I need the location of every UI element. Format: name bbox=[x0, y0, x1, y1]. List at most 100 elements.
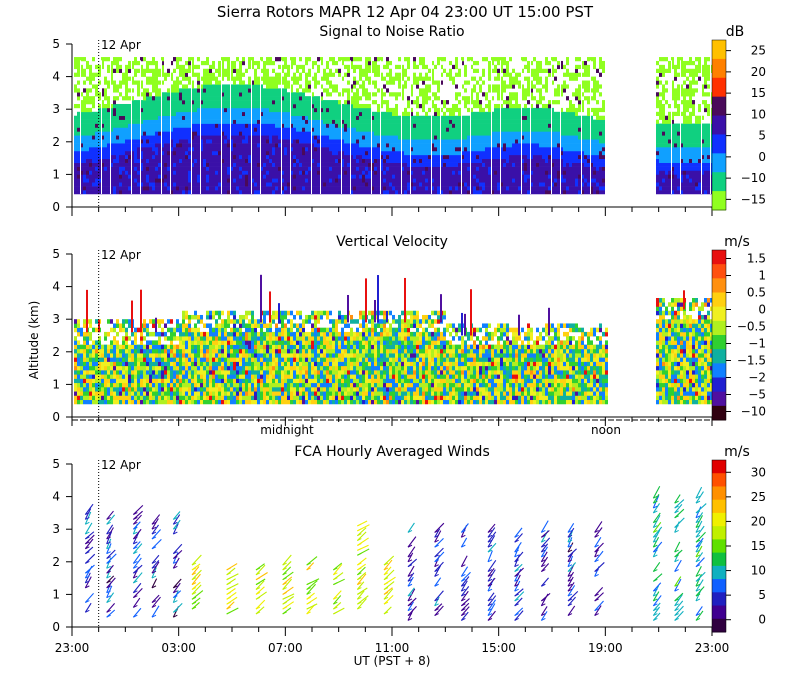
snr-cell bbox=[218, 92, 221, 97]
snr-cell bbox=[77, 186, 80, 191]
snr-cell bbox=[134, 162, 137, 167]
snr-cell bbox=[83, 170, 86, 175]
snr-cell bbox=[164, 150, 167, 156]
snr-cell bbox=[146, 100, 149, 105]
snr-cell bbox=[350, 190, 353, 195]
snr-cell bbox=[383, 174, 386, 179]
snr-cell bbox=[125, 154, 128, 160]
snr-cell bbox=[173, 158, 176, 163]
snr-cell bbox=[206, 80, 209, 85]
snr-cell bbox=[443, 115, 446, 120]
snr-cell bbox=[386, 64, 389, 70]
snr-cell bbox=[278, 135, 281, 140]
snr-cell bbox=[170, 123, 173, 128]
snr-cell bbox=[320, 123, 323, 128]
snr-cell bbox=[407, 174, 410, 179]
snr-cell bbox=[206, 166, 209, 171]
snr-cell bbox=[209, 72, 212, 77]
snr-cell bbox=[479, 166, 482, 171]
snr-cell bbox=[260, 190, 263, 195]
snr-cell bbox=[170, 147, 173, 152]
snr-cell bbox=[206, 68, 209, 73]
snr-cell bbox=[377, 111, 380, 117]
snr-cell bbox=[275, 174, 278, 179]
snr-cell bbox=[122, 76, 125, 81]
snr-cell bbox=[485, 119, 488, 124]
snr-cell bbox=[176, 96, 179, 101]
snr-cell bbox=[251, 103, 254, 109]
snr-cell bbox=[491, 154, 494, 160]
snr-cell bbox=[404, 158, 407, 163]
snr-gap-line bbox=[440, 60, 441, 194]
snr-cell bbox=[377, 190, 380, 195]
snr-cell bbox=[185, 92, 188, 97]
snr-cell bbox=[575, 186, 578, 191]
snr-cell bbox=[89, 135, 92, 140]
snr-cell bbox=[449, 119, 452, 124]
snr-cell bbox=[428, 154, 431, 160]
snr-cell bbox=[389, 158, 392, 163]
snr-cell bbox=[185, 186, 188, 191]
snr-cell bbox=[179, 178, 182, 183]
snr-cell bbox=[494, 107, 497, 113]
snr-cell bbox=[236, 115, 239, 120]
snr-cell bbox=[176, 76, 179, 81]
snr-cell bbox=[236, 135, 239, 140]
snr-cell bbox=[152, 143, 155, 148]
snr-cell bbox=[527, 84, 530, 89]
snr-cell bbox=[113, 162, 116, 167]
snr-cell bbox=[248, 190, 251, 195]
snr-cell bbox=[299, 154, 302, 160]
snr-cell bbox=[443, 111, 446, 117]
snr-cell bbox=[287, 166, 290, 171]
snr-cell bbox=[506, 162, 509, 167]
snr-cell bbox=[386, 131, 389, 136]
snr-cell bbox=[185, 178, 188, 183]
snr-cell bbox=[299, 186, 302, 191]
snr-cell bbox=[362, 80, 365, 85]
snr-cell bbox=[74, 88, 77, 93]
snr-cell bbox=[395, 64, 398, 70]
snr-cell bbox=[398, 150, 401, 156]
snr-cell bbox=[95, 72, 98, 77]
snr-cell bbox=[332, 150, 335, 156]
snr-cell bbox=[431, 127, 434, 132]
snr-cell bbox=[377, 158, 380, 163]
snr-cell bbox=[470, 115, 473, 120]
snr-cell bbox=[434, 158, 437, 163]
snr-cell bbox=[176, 166, 179, 171]
snr-cell bbox=[401, 64, 404, 70]
snr-cell bbox=[320, 147, 323, 152]
snr-cell bbox=[305, 154, 308, 160]
snr-cell bbox=[503, 100, 506, 105]
snr-cell bbox=[164, 166, 167, 171]
snr-cell bbox=[569, 111, 572, 117]
snr-cell bbox=[488, 103, 491, 109]
snr-cell bbox=[347, 88, 350, 93]
snr-cell bbox=[164, 158, 167, 163]
snr-cell bbox=[116, 115, 119, 120]
snr-cell bbox=[314, 119, 317, 124]
snr-cell bbox=[98, 182, 101, 187]
snr-cell bbox=[551, 100, 554, 105]
snr-cell bbox=[164, 143, 167, 148]
snr-cell bbox=[125, 162, 128, 167]
snr-cell bbox=[86, 182, 89, 187]
snr-cell bbox=[317, 68, 320, 73]
snr-cell bbox=[509, 166, 512, 171]
snr-cell bbox=[422, 76, 425, 81]
snr-cell bbox=[194, 150, 197, 156]
snr-cell bbox=[176, 115, 179, 120]
snr-cell bbox=[329, 150, 332, 156]
snr-cell bbox=[233, 186, 236, 191]
snr-cell bbox=[449, 60, 452, 66]
snr-gap-line bbox=[281, 60, 282, 194]
snr-cell bbox=[377, 123, 380, 128]
snr-cell bbox=[194, 123, 197, 128]
snr-cell bbox=[269, 135, 272, 140]
snr-cell bbox=[338, 92, 341, 97]
snr-cell bbox=[110, 64, 113, 70]
snr-cell bbox=[305, 115, 308, 120]
snr-cell bbox=[377, 166, 380, 171]
snr-cell bbox=[110, 143, 113, 148]
